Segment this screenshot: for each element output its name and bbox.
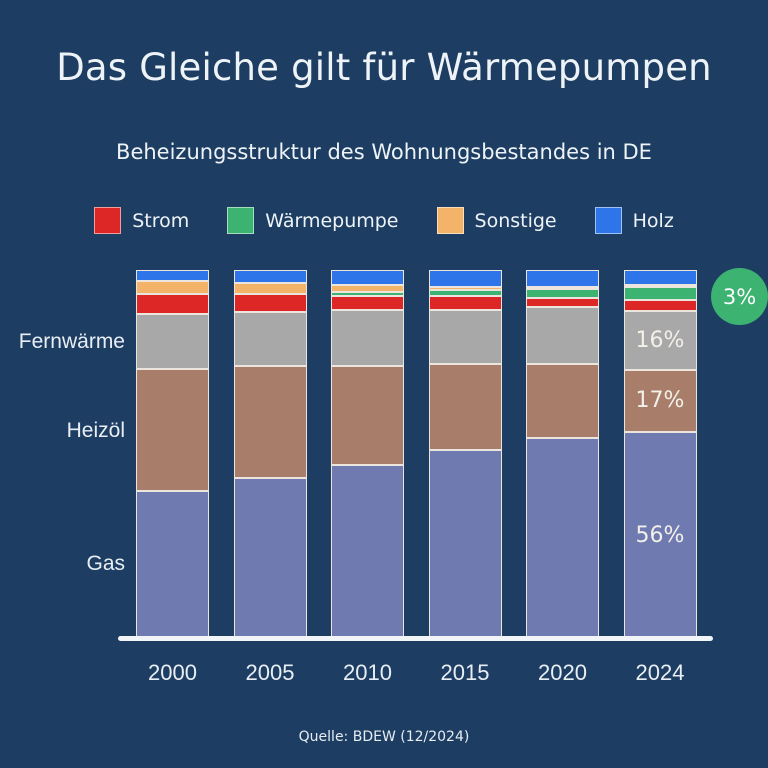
segment-heizöl bbox=[331, 365, 404, 466]
stacked-bar-plot bbox=[0, 270, 768, 639]
segment-strom bbox=[623, 299, 697, 311]
segment-strom bbox=[136, 293, 209, 315]
source-text: Quelle: BDEW (12/2024) bbox=[298, 729, 470, 745]
segment-fernwärme bbox=[233, 312, 307, 366]
annotation-fernwaerme-2024: 16% bbox=[635, 328, 685, 353]
segment-sonstige bbox=[331, 284, 404, 293]
segment-gas bbox=[331, 465, 404, 638]
segment-heizöl bbox=[526, 363, 599, 438]
x-axis-tick-labels: 2000 2005 2010 2015 2020 2024 bbox=[0, 660, 768, 688]
annotation-heizoel-2024: 17% bbox=[635, 388, 685, 413]
bar-2005 bbox=[233, 270, 307, 638]
segment-strom bbox=[331, 295, 404, 311]
bar-2015 bbox=[428, 270, 502, 638]
segment-wärmepumpe bbox=[623, 286, 697, 300]
segment-fernwärme bbox=[623, 310, 697, 370]
tick-label-2010: 2010 bbox=[343, 660, 392, 685]
legend-label: Wärmepumpe bbox=[265, 209, 399, 232]
segment-heizöl bbox=[136, 369, 209, 491]
legend-item-1: Wärmepumpe bbox=[227, 207, 399, 234]
segment-gas bbox=[136, 490, 209, 638]
segment-gas bbox=[233, 477, 307, 638]
waermepumpe-badge: 3% bbox=[711, 268, 768, 325]
page-title: Das Gleiche gilt für Wärmepumpen bbox=[56, 46, 712, 89]
segment-gas bbox=[526, 437, 599, 639]
segment-fernwärme bbox=[331, 310, 404, 366]
segment-sonstige bbox=[233, 282, 307, 294]
segment-heizöl bbox=[233, 365, 307, 478]
legend-label: Strom bbox=[132, 209, 190, 232]
tick-label-2020: 2020 bbox=[538, 660, 587, 685]
segment-strom bbox=[526, 297, 599, 307]
segment-holz bbox=[623, 270, 697, 285]
legend-swatch bbox=[94, 207, 122, 234]
segment-wärmepumpe bbox=[428, 290, 502, 296]
segment-sonstige bbox=[526, 286, 599, 289]
chart-legend: Strom Wärmepumpe Sonstige Holz bbox=[0, 207, 768, 234]
tick-label-2015: 2015 bbox=[440, 660, 490, 685]
legend-label: Sonstige bbox=[474, 209, 557, 232]
tick-label-2005: 2005 bbox=[245, 660, 295, 685]
segment-wärmepumpe bbox=[331, 292, 404, 296]
legend-item-3: Holz bbox=[594, 207, 674, 234]
segment-fernwärme bbox=[428, 310, 502, 364]
annotation-gas-2024: 56% bbox=[635, 523, 685, 548]
segment-holz bbox=[526, 270, 599, 287]
legend-swatch bbox=[227, 207, 255, 234]
segment-sonstige bbox=[428, 286, 502, 291]
row-label-gas: Gas bbox=[86, 552, 125, 575]
legend-item-0: Strom bbox=[94, 207, 189, 234]
segment-holz bbox=[331, 270, 404, 285]
bar-2010 bbox=[331, 270, 404, 638]
chart-subtitle: Beheizungsstruktur des Wohnungsbestandes… bbox=[116, 140, 652, 164]
legend-label: Holz bbox=[632, 209, 674, 232]
legend-item-2: Sonstige bbox=[436, 207, 557, 234]
tick-label-2000: 2000 bbox=[148, 660, 197, 685]
segment-gas bbox=[428, 450, 502, 638]
bar-2020 bbox=[526, 270, 599, 639]
segment-sonstige bbox=[623, 284, 697, 287]
segment-strom bbox=[428, 295, 502, 311]
row-label-heizoel: Heizöl bbox=[66, 419, 125, 442]
row-label-fernwaerme: Fernwärme bbox=[18, 330, 125, 353]
tick-label-2024: 2024 bbox=[635, 660, 685, 685]
segment-heizöl bbox=[428, 363, 502, 451]
segment-heizöl bbox=[623, 369, 697, 433]
legend-swatch bbox=[594, 207, 622, 234]
segment-holz bbox=[428, 270, 502, 287]
segment-wärmepumpe bbox=[526, 288, 599, 298]
segment-holz bbox=[136, 270, 209, 282]
bar-2000 bbox=[136, 270, 209, 638]
legend-swatch bbox=[436, 207, 464, 234]
x-axis-line bbox=[118, 636, 713, 641]
segment-fernwärme bbox=[526, 306, 599, 364]
bar-2024 bbox=[623, 270, 697, 639]
segment-gas bbox=[623, 432, 697, 639]
segment-sonstige bbox=[136, 281, 209, 294]
segment-strom bbox=[233, 293, 307, 313]
segment-fernwärme bbox=[136, 314, 209, 370]
segment-holz bbox=[233, 270, 307, 283]
